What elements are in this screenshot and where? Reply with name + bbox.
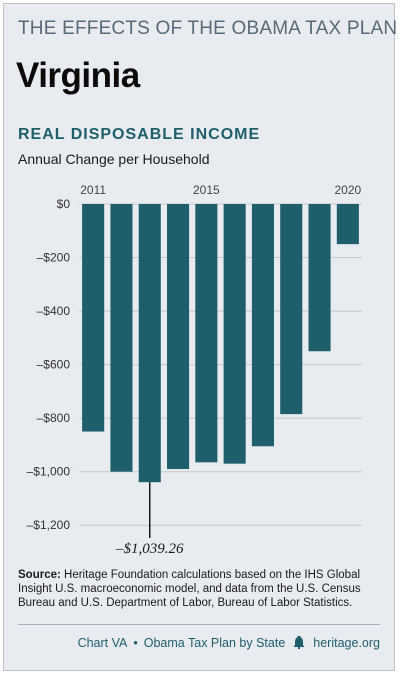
source-text: Heritage Foundation calculations based o… bbox=[18, 569, 361, 609]
x-tick-label: 2011 bbox=[80, 183, 106, 197]
series-title: THE EFFECTS OF THE OBAMA TAX PLAN bbox=[18, 18, 398, 39]
bar bbox=[110, 204, 133, 472]
y-tick-label: –$400 bbox=[37, 304, 71, 318]
footer-series-name: Obama Tax Plan by State bbox=[143, 636, 286, 650]
source-note: Source: Heritage Foundation calculations… bbox=[18, 568, 380, 610]
y-tick-label: –$600 bbox=[37, 358, 71, 372]
y-tick-label: $0 bbox=[57, 197, 71, 211]
y-tick-label: –$200 bbox=[37, 251, 71, 265]
footer-chart-id: Chart VA bbox=[77, 636, 128, 650]
bar bbox=[280, 204, 303, 415]
liberty-bell-icon bbox=[293, 636, 305, 649]
source-label: Source: bbox=[18, 569, 61, 581]
bar bbox=[167, 204, 190, 470]
y-tick-label: –$1,200 bbox=[27, 518, 71, 532]
bar bbox=[308, 204, 331, 352]
bar bbox=[195, 204, 218, 463]
footer: Chart VA • Obama Tax Plan by State herit… bbox=[78, 636, 380, 650]
chart-subtitle: Annual Change per Household bbox=[18, 151, 210, 167]
bar bbox=[82, 204, 105, 432]
state-title: Virginia bbox=[16, 56, 140, 95]
y-tick-label: –$1,000 bbox=[27, 465, 71, 479]
bar bbox=[223, 204, 246, 464]
bar bbox=[251, 204, 274, 447]
x-tick-label: 2015 bbox=[193, 183, 220, 197]
bar bbox=[336, 204, 359, 245]
bar bbox=[138, 204, 161, 483]
y-tick-label: –$800 bbox=[37, 411, 71, 425]
footer-site-link[interactable]: heritage.org bbox=[313, 636, 380, 650]
annotation-label: –$1,039.26 bbox=[115, 541, 184, 557]
footer-divider bbox=[18, 624, 380, 625]
x-tick-label: 2020 bbox=[334, 183, 361, 197]
chart-title: REAL DISPOSABLE INCOME bbox=[18, 126, 261, 143]
footer-separator: • bbox=[133, 636, 138, 650]
